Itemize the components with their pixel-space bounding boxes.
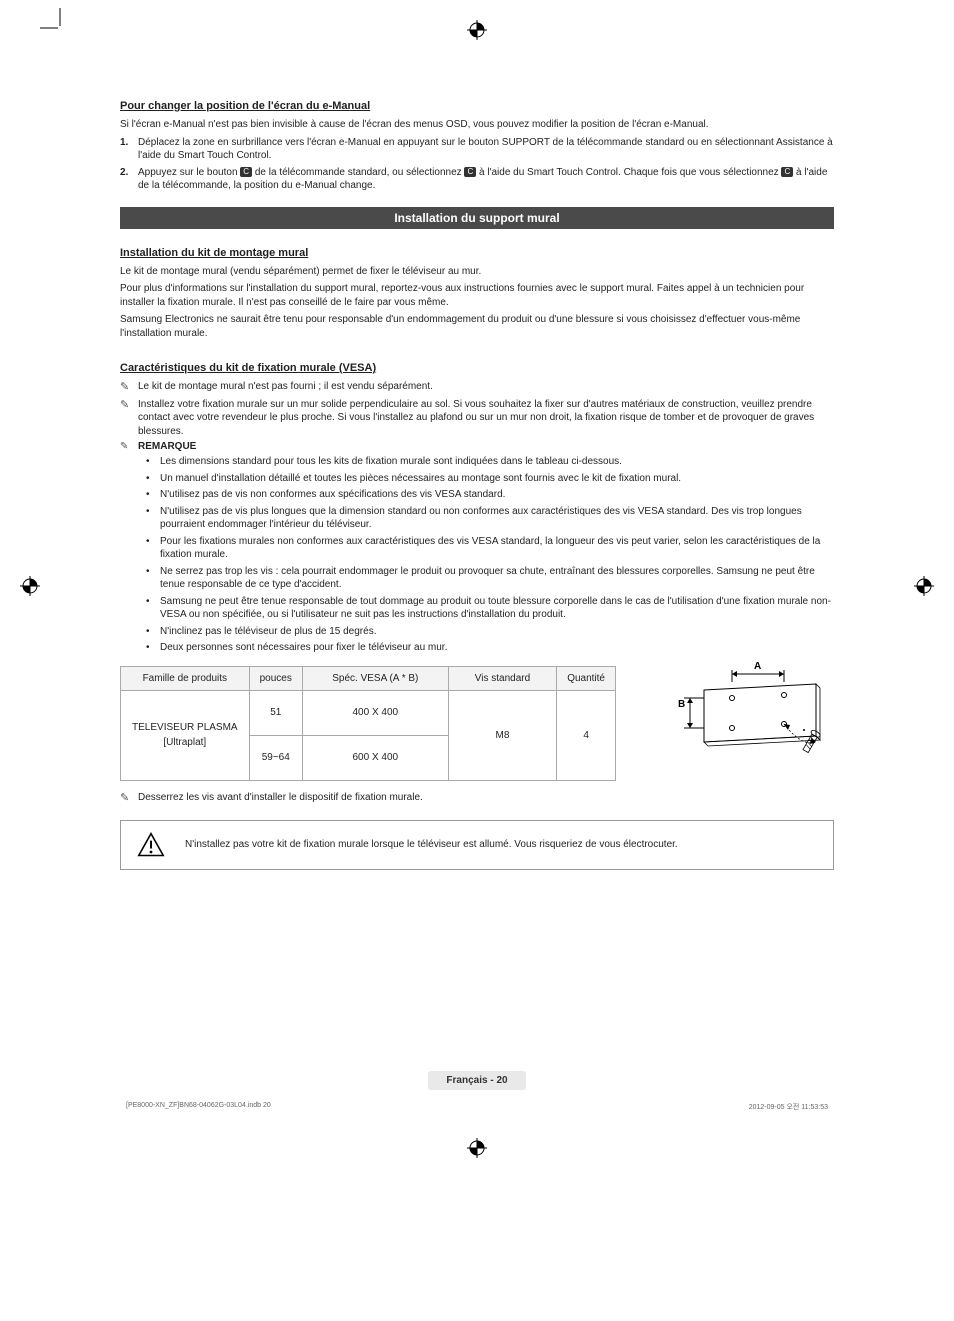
bullet-text: Pour les fixations murales non conformes…: [160, 535, 834, 562]
bullet-dot-icon: •: [146, 455, 160, 469]
bullet-text: Samsung ne peut être tenue responsable d…: [160, 595, 834, 622]
bullet-text: Les dimensions standard pour tous les ki…: [160, 455, 622, 469]
registration-mark-bottom: [467, 1138, 487, 1158]
note-icon: ✎: [120, 791, 138, 806]
warning-box: N'installez pas votre kit de fixation mu…: [120, 820, 834, 870]
section3-heading: Caractéristiques du kit de fixation mura…: [120, 362, 834, 374]
bullet-dot-icon: •: [146, 488, 160, 502]
bullet-row: •Deux personnes sont nécessaires pour fi…: [120, 641, 834, 655]
bullet-dot-icon: •: [146, 625, 160, 639]
warning-text: N'installez pas votre kit de fixation mu…: [185, 838, 678, 852]
bullet-text: Ne serrez pas trop les vis : cela pourra…: [160, 565, 834, 592]
note-icon: ✎: [120, 441, 138, 452]
section2-heading: Installation du kit de montage mural: [120, 247, 834, 259]
step-text: Appuyez sur le bouton C de la télécomman…: [138, 166, 834, 193]
table-cell: 400 X 400: [302, 690, 448, 735]
page: Pour changer la position de l'écran du e…: [0, 0, 954, 1172]
remote-c-button-icon: C: [781, 167, 793, 177]
bullet-text: N'utilisez pas de vis plus longues que l…: [160, 505, 834, 532]
table-cell: 4: [557, 690, 616, 780]
table-cell-family: TELEVISEUR PLASMA [Ultraplat]: [121, 690, 250, 780]
table-cell: M8: [448, 690, 556, 780]
registration-mark-top: [467, 20, 487, 40]
step-text: Déplacez la zone en surbrillance vers l'…: [138, 136, 834, 163]
table-header: Famille de produits: [121, 666, 250, 690]
bullet-text: Deux personnes sont nécessaires pour fix…: [160, 641, 447, 655]
diagram-label-a: A: [754, 662, 761, 672]
bullet-row: •Un manuel d'installation détaillé et to…: [120, 472, 834, 486]
section1-step-2: 2. Appuyez sur le bouton C de la télécom…: [120, 166, 834, 193]
page-footer: Français - 20: [120, 1070, 834, 1090]
bullet-dot-icon: •: [146, 641, 160, 655]
table-header: pouces: [249, 666, 302, 690]
remote-c-button-icon: C: [464, 167, 476, 177]
bullet-row: •Pour les fixations murales non conforme…: [120, 535, 834, 562]
section-banner: Installation du support mural: [120, 207, 834, 229]
bullet-row: •N'inclinez pas le téléviseur de plus de…: [120, 625, 834, 639]
vesa-bracket-diagram: A B: [644, 662, 834, 772]
bullet-dot-icon: •: [146, 505, 160, 532]
page-number-pill: Français - 20: [428, 1071, 525, 1090]
bullet-dot-icon: •: [146, 535, 160, 562]
spec-table-and-diagram: Famille de produits pouces Spéc. VESA (A…: [120, 658, 834, 781]
print-footer: [PE8000-XN_ZF]BN68-04062G-03L04.indb 20 …: [120, 1102, 834, 1112]
registration-mark-right: [914, 576, 934, 596]
bullet-dot-icon: •: [146, 472, 160, 486]
bullet-row: •Ne serrez pas trop les vis : cela pourr…: [120, 565, 834, 592]
vesa-spec-table: Famille de produits pouces Spéc. VESA (A…: [120, 666, 616, 781]
diagram-label-b: B: [678, 699, 685, 710]
bullet-text: Un manuel d'installation détaillé et tou…: [160, 472, 681, 486]
table-header: Vis standard: [448, 666, 556, 690]
registration-mark-left: [20, 576, 40, 596]
print-footer-left: [PE8000-XN_ZF]BN68-04062G-03L04.indb 20: [126, 1102, 271, 1112]
note-icon: ✎: [120, 398, 138, 439]
step-number: 1.: [120, 136, 138, 163]
note-text: Installez votre fixation murale sur un m…: [138, 398, 834, 439]
bullet-dot-icon: •: [146, 565, 160, 592]
table-header: Spéc. VESA (A * B): [302, 666, 448, 690]
bullet-text: N'utilisez pas de vis non conformes aux …: [160, 488, 505, 502]
loosen-note: ✎ Desserrez les vis avant d'installer le…: [120, 791, 834, 806]
bullet-dot-icon: •: [146, 595, 160, 622]
section1-heading: Pour changer la position de l'écran du e…: [120, 100, 834, 112]
warning-triangle-icon: [137, 831, 165, 859]
print-footer-right: 2012-09-05 오전 11:53:53: [749, 1102, 828, 1112]
step-number: 2.: [120, 166, 138, 193]
section1-intro: Si l'écran e-Manual n'est pas bien invis…: [120, 118, 834, 132]
section1-step-1: 1. Déplacez la zone en surbrillance vers…: [120, 136, 834, 163]
section2-para: Samsung Electronics ne saurait être tenu…: [120, 313, 834, 340]
note-icon: ✎: [120, 380, 138, 395]
table-cell: 51: [249, 690, 302, 735]
bullet-row: •N'utilisez pas de vis plus longues que …: [120, 505, 834, 532]
bullet-row: •N'utilisez pas de vis non conformes aux…: [120, 488, 834, 502]
crop-mark-tl: [40, 8, 80, 48]
note-row: ✎ Installez votre fixation murale sur un…: [120, 398, 834, 439]
table-cell: 59~64: [249, 735, 302, 780]
bullet-row: •Les dimensions standard pour tous les k…: [120, 455, 834, 469]
note-row: ✎ Le kit de montage mural n'est pas four…: [120, 380, 834, 395]
remarque-label: ✎ REMARQUE: [120, 441, 834, 452]
table-cell: 600 X 400: [302, 735, 448, 780]
note-text: Desserrez les vis avant d'installer le d…: [138, 791, 423, 806]
note-text: Le kit de montage mural n'est pas fourni…: [138, 380, 433, 395]
section2-para: Pour plus d'informations sur l'installat…: [120, 282, 834, 309]
bullet-text: N'inclinez pas le téléviseur de plus de …: [160, 625, 376, 639]
section2-para: Le kit de montage mural (vendu séparémen…: [120, 265, 834, 279]
bullet-row: •Samsung ne peut être tenue responsable …: [120, 595, 834, 622]
table-header: Quantité: [557, 666, 616, 690]
remote-c-button-icon: C: [240, 167, 252, 177]
